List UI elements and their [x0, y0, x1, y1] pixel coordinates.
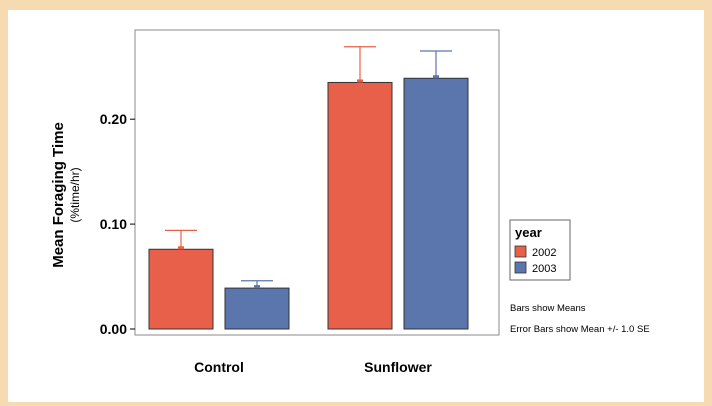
- legend-swatch-2002: [514, 245, 527, 258]
- y-axis-title: Mean Foraging Time: [50, 122, 67, 268]
- error-bar-mean-marker: [357, 79, 363, 83]
- y-axis-subtitle: (%time/hr): [68, 167, 82, 222]
- bar-sunflower-2003: [403, 77, 469, 330]
- chart-frame: 0.00 0.10 0.20 Control Sunflower Mean Forag…: [8, 10, 704, 402]
- x-category-label: Control: [194, 359, 244, 375]
- bar-sunflower-2002: [327, 81, 393, 330]
- bar-control-2002: [148, 248, 214, 330]
- note-error-bars: Error Bars show Mean +/- 1.0 SE: [510, 324, 650, 335]
- legend-title: year: [515, 225, 542, 240]
- x-category-label: Sunflower: [364, 359, 432, 375]
- bar-control-2003: [224, 287, 290, 330]
- y-tick-label: 0.20: [100, 111, 127, 127]
- error-bars-group: [165, 46, 452, 289]
- x-axis: Control Sunflower: [194, 359, 432, 375]
- legend-items: 2002 2003: [514, 245, 556, 275]
- error-bar-mean-marker: [433, 75, 439, 79]
- bar-chart: 0.00 0.10 0.20 Control Sunflower Mean Forag…: [50, 29, 650, 375]
- y-tick-label: 0.00: [100, 321, 127, 337]
- note-bars-show-means: Bars show Means: [510, 303, 586, 314]
- error-bar-mean-marker: [254, 285, 260, 289]
- legend: year 2002 2003: [509, 219, 571, 281]
- legend-swatch-2003: [514, 261, 527, 274]
- legend-label-2002: 2002: [532, 247, 556, 259]
- error-bar-mean-marker: [178, 246, 184, 250]
- y-tick-label: 0.10: [100, 216, 127, 232]
- legend-label-2003: 2003: [532, 263, 556, 275]
- y-axis: 0.00 0.10 0.20: [100, 111, 135, 337]
